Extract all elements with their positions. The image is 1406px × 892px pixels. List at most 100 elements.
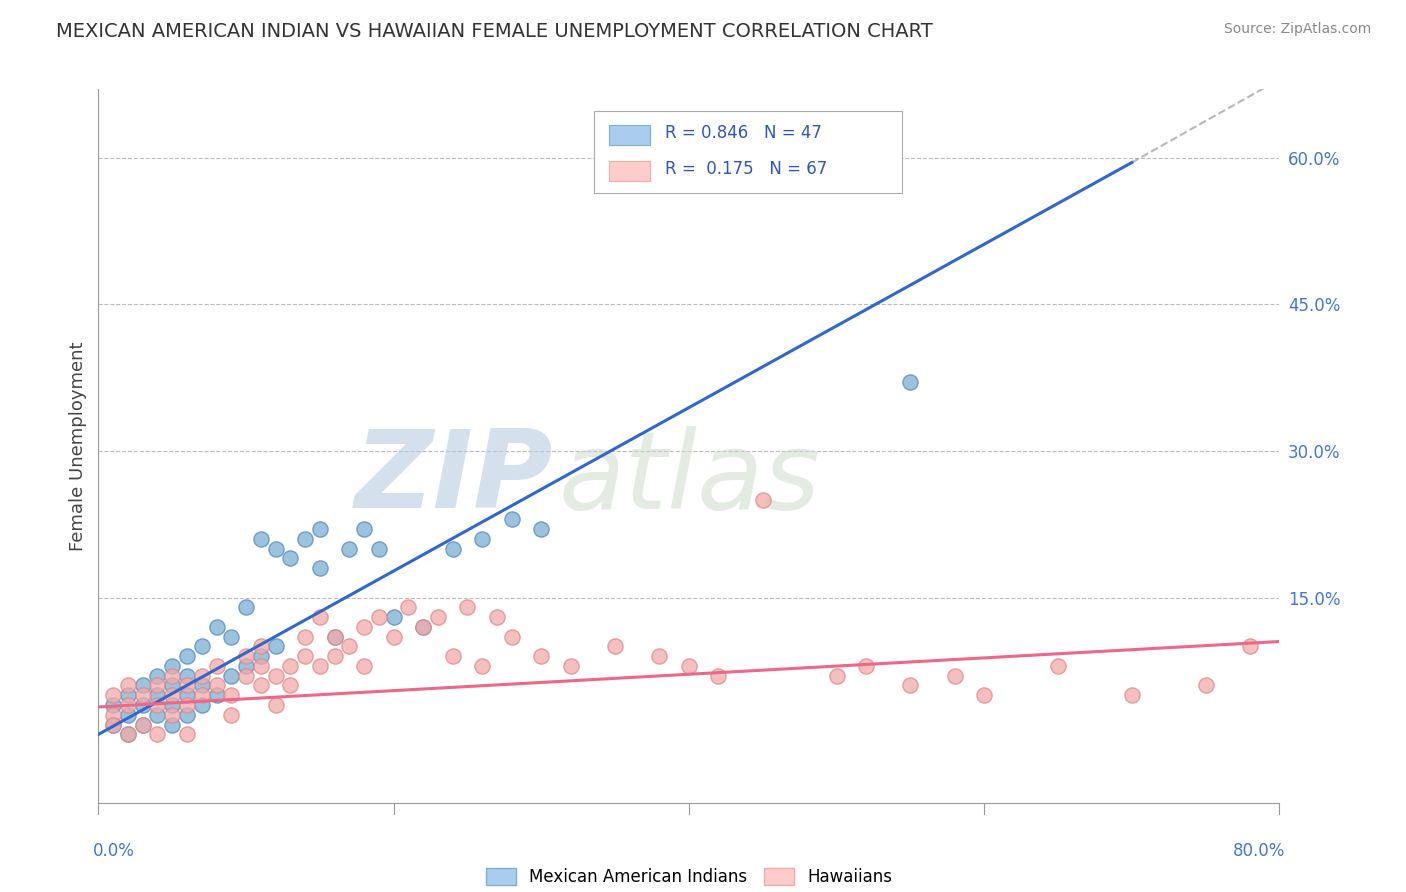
Point (441, 541, 464, 556)
Point (162, 707, 183, 722)
Point (205, 678, 228, 692)
Point (103, 717, 125, 731)
Point (264, 640, 287, 654)
Point (309, 659, 332, 673)
Point (205, 659, 228, 673)
Text: 80.0%: 80.0% (1233, 842, 1285, 860)
Point (678, 659, 700, 673)
Point (530, 522, 553, 536)
Text: MEXICAN AMERICAN INDIAN VS HAWAIIAN FEMALE UNEMPLOYMENT CORRELATION CHART: MEXICAN AMERICAN INDIAN VS HAWAIIAN FEMA… (56, 22, 934, 41)
Point (117, 678, 139, 692)
Point (219, 688, 242, 702)
Point (368, 610, 391, 624)
Point (250, 678, 273, 692)
Point (441, 649, 464, 664)
Point (176, 727, 198, 741)
Point (825, 669, 848, 683)
Point (323, 630, 346, 644)
Point (146, 669, 169, 683)
Point (176, 707, 198, 722)
Point (191, 669, 214, 683)
Point (132, 717, 155, 731)
Point (162, 669, 183, 683)
Point (162, 678, 183, 692)
Point (530, 649, 553, 664)
Point (103, 717, 125, 731)
Point (191, 698, 214, 712)
Point (751, 492, 773, 507)
Point (146, 707, 169, 722)
FancyBboxPatch shape (595, 111, 901, 193)
Point (353, 620, 375, 634)
Point (900, 376, 922, 390)
Point (412, 620, 434, 634)
Point (219, 707, 242, 722)
Point (219, 669, 242, 683)
Point (162, 688, 183, 702)
Point (146, 727, 169, 741)
Text: atlas: atlas (560, 425, 821, 531)
Point (132, 698, 155, 712)
Point (264, 669, 287, 683)
Point (117, 707, 139, 722)
Point (278, 659, 302, 673)
Point (486, 610, 509, 624)
Point (117, 727, 139, 741)
Point (501, 630, 523, 644)
Legend: Mexican American Indians, Hawaiians: Mexican American Indians, Hawaiians (479, 861, 898, 892)
Point (471, 532, 494, 546)
Point (309, 610, 332, 624)
Point (146, 688, 169, 702)
Point (264, 541, 287, 556)
Text: R = 0.846   N = 47: R = 0.846 N = 47 (665, 124, 823, 142)
Point (353, 522, 375, 536)
Point (294, 630, 316, 644)
Point (278, 678, 302, 692)
FancyBboxPatch shape (609, 161, 650, 180)
Point (973, 688, 995, 702)
Point (205, 688, 228, 702)
Point (264, 698, 287, 712)
Point (382, 610, 405, 624)
Text: R =  0.175   N = 67: R = 0.175 N = 67 (665, 161, 828, 178)
Point (855, 659, 877, 673)
Point (339, 541, 360, 556)
Point (162, 659, 183, 673)
Point (1046, 659, 1069, 673)
Point (235, 649, 257, 664)
Point (1121, 688, 1143, 702)
Point (353, 659, 375, 673)
Point (278, 551, 302, 566)
Point (191, 640, 214, 654)
Point (103, 688, 125, 702)
Point (103, 707, 125, 722)
Point (176, 678, 198, 692)
Point (382, 630, 405, 644)
Point (560, 659, 582, 673)
FancyBboxPatch shape (609, 125, 650, 145)
Point (294, 649, 316, 664)
Point (191, 678, 214, 692)
Point (146, 678, 169, 692)
Point (191, 688, 214, 702)
Point (176, 688, 198, 702)
Point (294, 532, 316, 546)
Point (943, 669, 966, 683)
Point (1195, 678, 1218, 692)
Point (176, 669, 198, 683)
Point (309, 561, 332, 575)
Point (162, 717, 183, 731)
Point (471, 659, 494, 673)
Point (323, 649, 346, 664)
Point (1239, 640, 1261, 654)
Text: ZIP: ZIP (354, 425, 553, 531)
Point (707, 669, 730, 683)
Text: 0.0%: 0.0% (93, 842, 135, 860)
Point (250, 640, 273, 654)
Point (900, 678, 922, 692)
Point (132, 678, 155, 692)
Point (412, 620, 434, 634)
Point (219, 630, 242, 644)
Point (235, 669, 257, 683)
Point (427, 610, 450, 624)
